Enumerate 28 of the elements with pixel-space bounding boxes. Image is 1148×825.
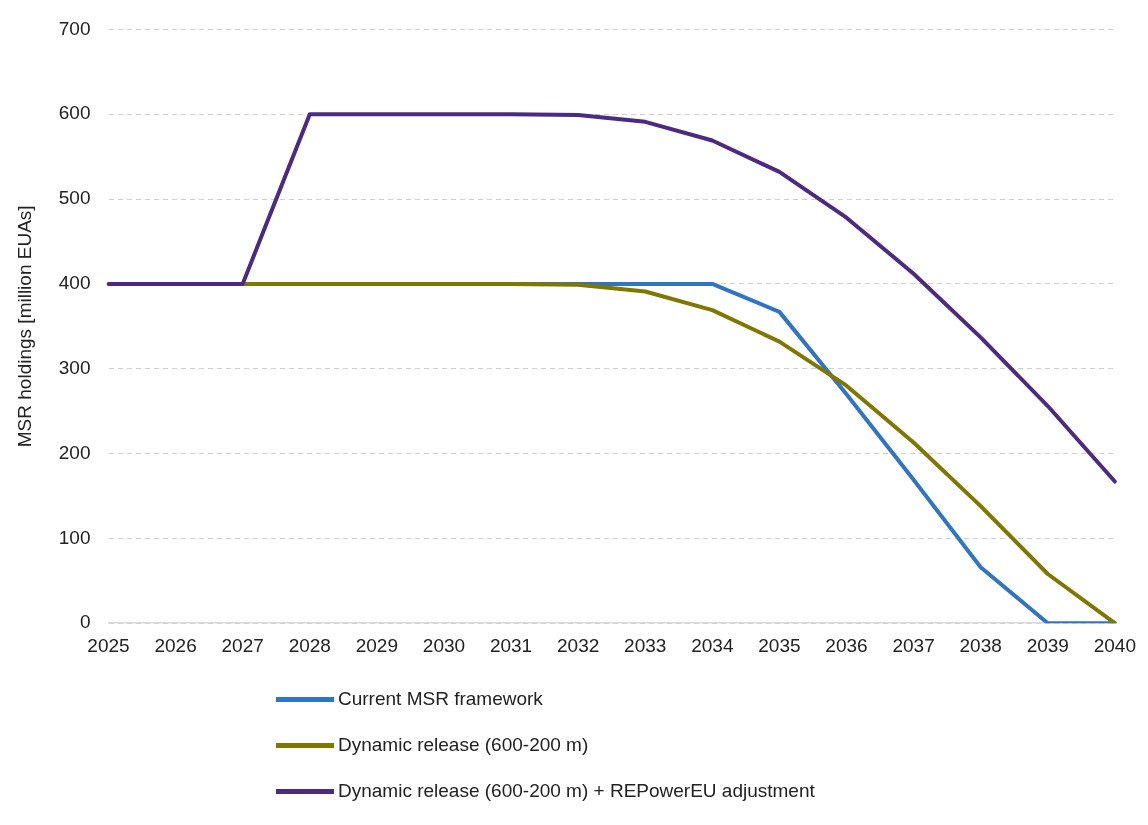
y-tick-label: 700 xyxy=(58,17,91,39)
x-tick-label: 2028 xyxy=(288,634,331,656)
x-tick-label: 2037 xyxy=(892,634,935,656)
y-tick-label: 400 xyxy=(58,272,91,294)
x-tick-label: 2029 xyxy=(355,634,399,656)
legend-label: Dynamic release (600-200 m) + REPowerEU adjustment xyxy=(338,780,815,802)
x-tick-label: 2040 xyxy=(1093,634,1137,656)
x-tick-label: 2031 xyxy=(489,634,533,656)
x-tick-label: 2038 xyxy=(959,634,1002,656)
y-tick-label: 100 xyxy=(58,526,91,548)
y-tick-label: 600 xyxy=(58,102,91,124)
x-tick-label: 2033 xyxy=(624,634,667,656)
y-tick-label: 500 xyxy=(58,187,91,209)
x-tick-label: 2026 xyxy=(154,634,197,656)
x-tick-label: 2030 xyxy=(422,634,466,656)
x-tick-label: 2035 xyxy=(758,634,801,656)
y-tick-label: 0 xyxy=(79,611,91,633)
x-tick-label: 2034 xyxy=(691,634,734,656)
x-tick-label: 2027 xyxy=(221,634,264,656)
y-axis-title: MSR holdings [million EUAs] xyxy=(13,205,35,448)
legend-label: Dynamic release (600-200 m) xyxy=(338,734,589,756)
x-tick-label: 2025 xyxy=(87,634,130,656)
legend-label: Current MSR framework xyxy=(338,688,543,710)
y-tick-label: 300 xyxy=(58,356,91,378)
y-tick-label: 200 xyxy=(58,441,91,463)
x-tick-label: 2039 xyxy=(1026,634,1069,656)
x-tick-label: 2036 xyxy=(825,634,868,656)
x-tick-label: 2032 xyxy=(557,634,600,656)
